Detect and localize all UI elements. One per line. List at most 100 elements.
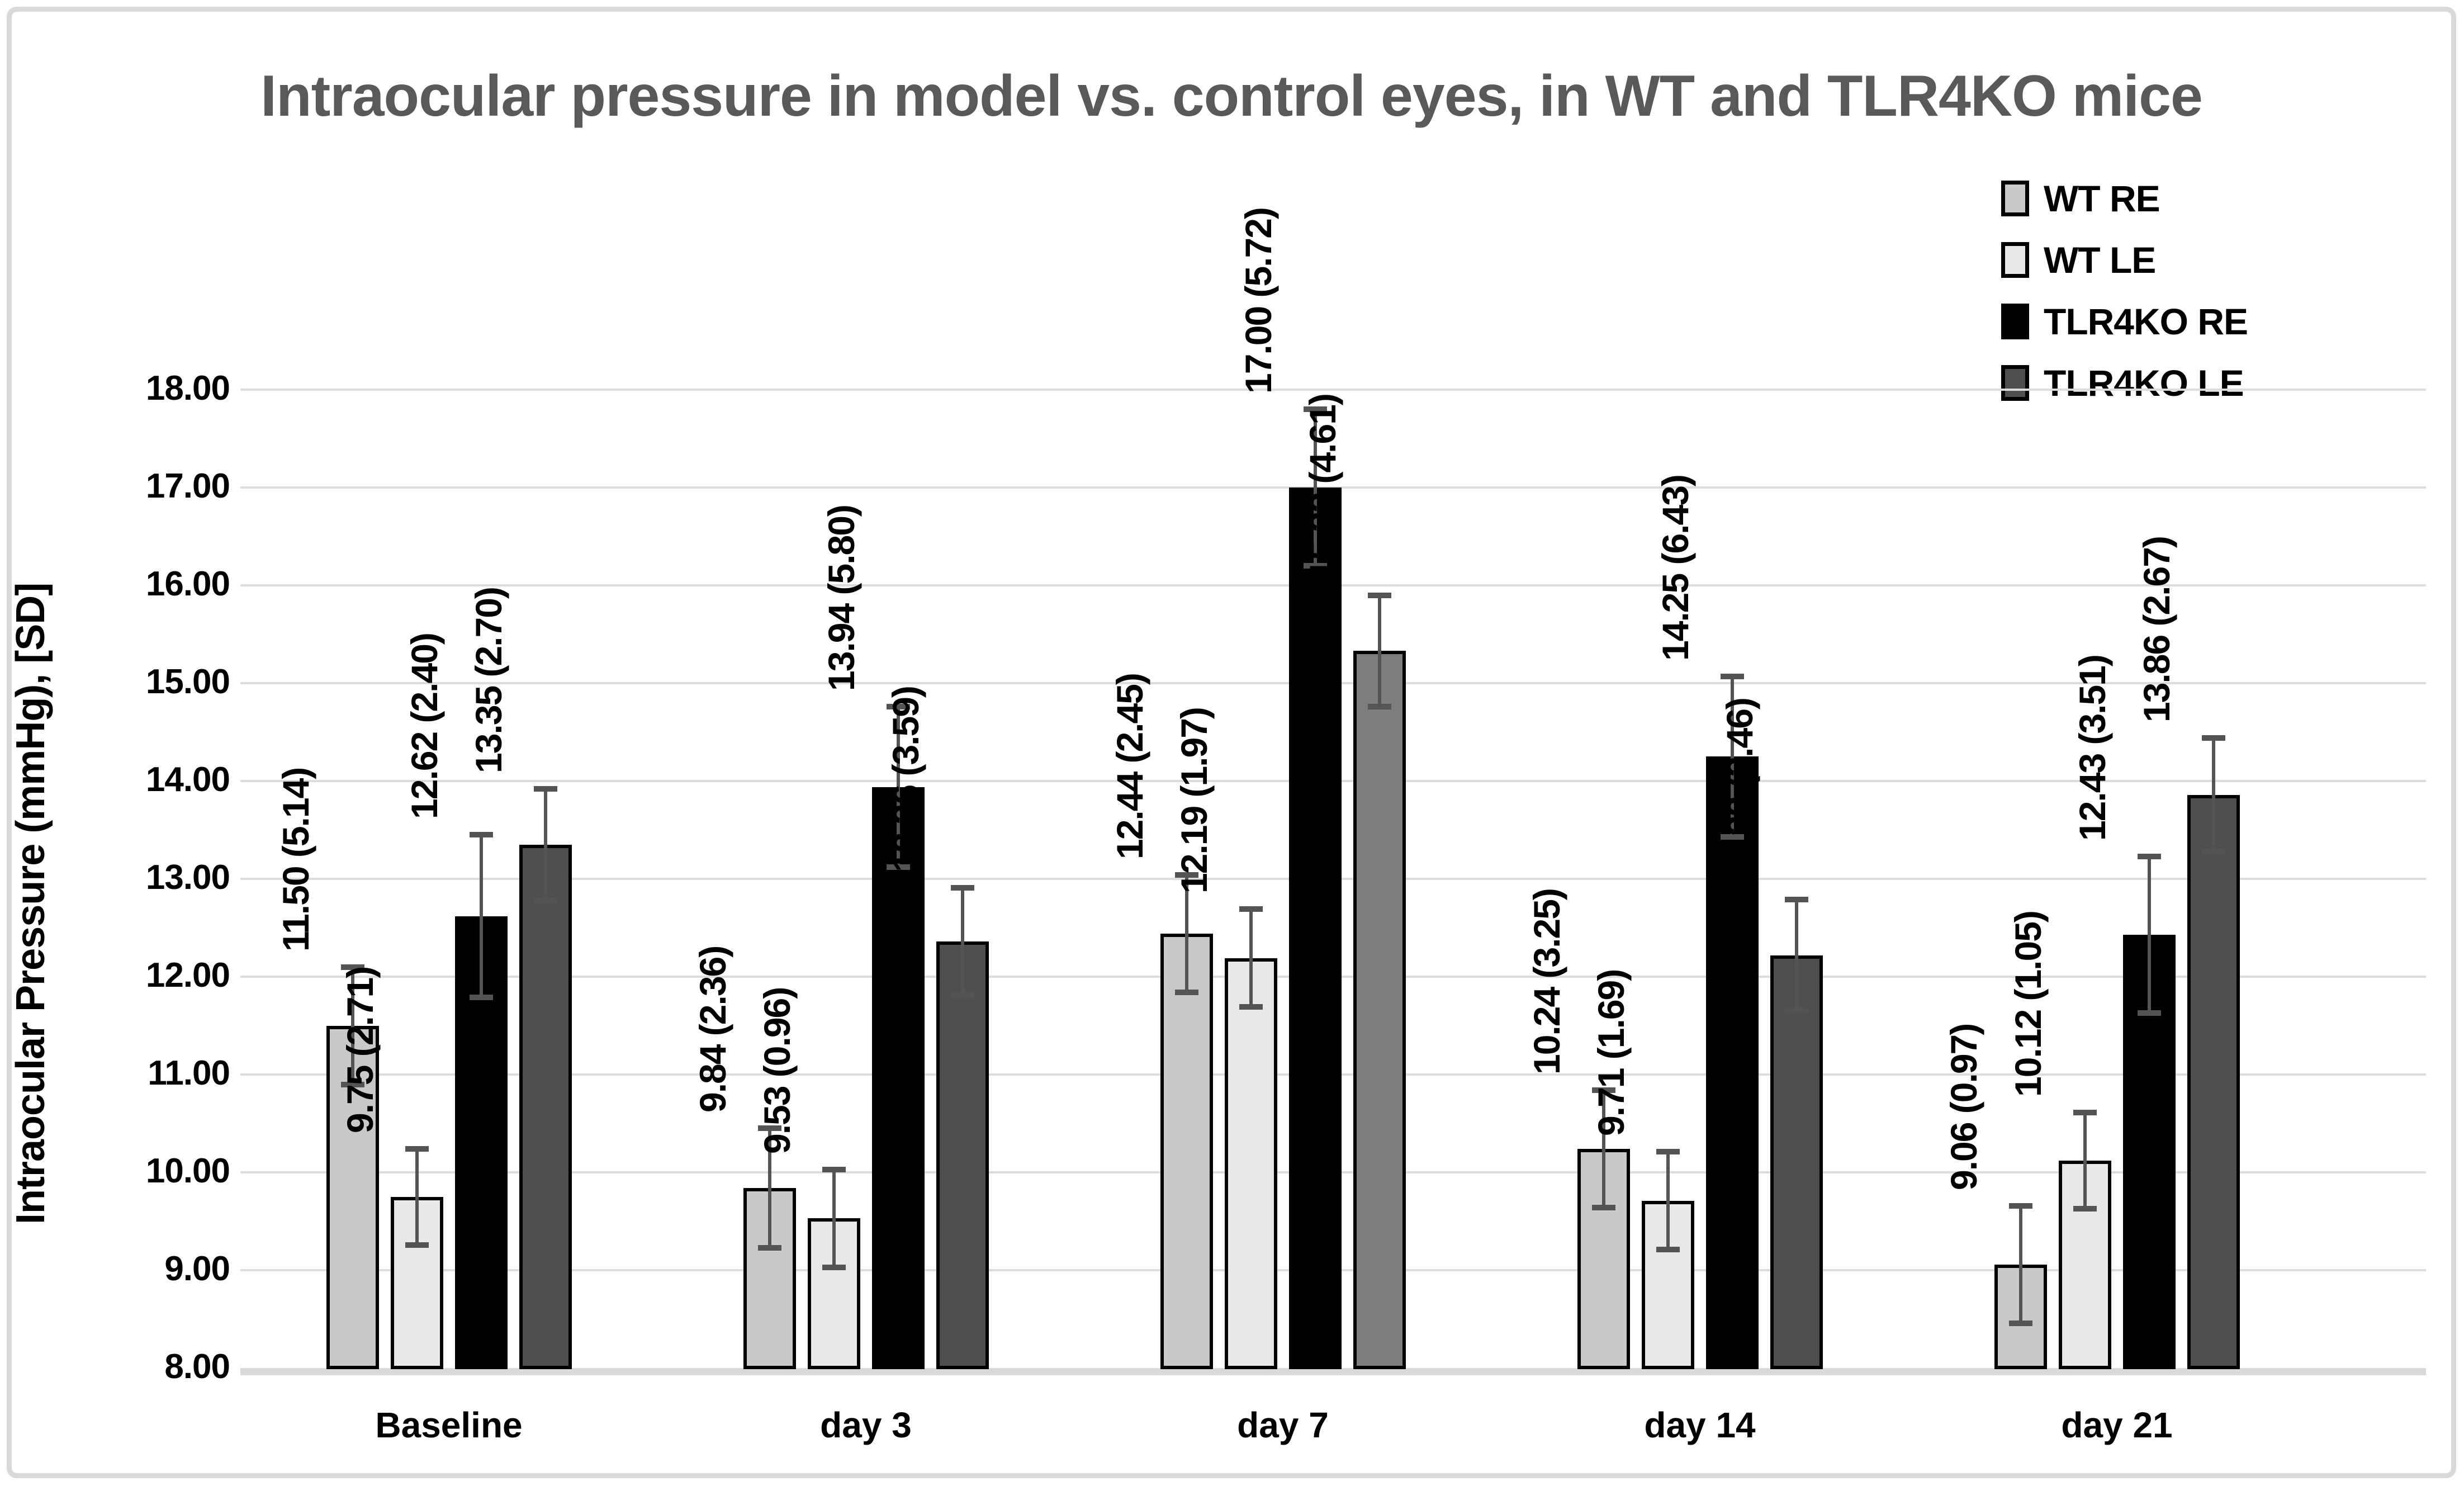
data-label: 17.00 (5.72) (1237, 208, 1279, 394)
y-tick-label: 11.00 (148, 1054, 230, 1092)
legend-item: WT LE (2001, 229, 2248, 291)
legend-item: TLR4KO RE (2001, 291, 2248, 352)
bar (1224, 958, 1277, 1369)
error-bar-cap-top (2008, 1203, 2032, 1209)
legend-label: TLR4KO LE (2044, 362, 2244, 404)
y-tick-label: 8.00 (164, 1347, 230, 1386)
bar (1770, 955, 1823, 1369)
x-category-label: day 7 (1237, 1405, 1329, 1445)
y-tick-label: 14.00 (145, 760, 230, 799)
error-bar-whisker (2147, 856, 2151, 1013)
x-axis-line (240, 1368, 2426, 1375)
y-tick-label: 10.00 (145, 1152, 230, 1190)
legend-swatch (2001, 181, 2029, 216)
error-bar-cap-bottom (2201, 849, 2225, 854)
error-bar-cap-bottom (1303, 563, 1327, 569)
data-label: 12.62 (2.40) (403, 633, 445, 820)
data-label: 10.12 (1.05) (2007, 911, 2049, 1097)
error-bar-cap-top (2137, 853, 2161, 859)
data-label: 11.50 (5.14) (274, 768, 316, 952)
bar (1705, 756, 1759, 1369)
error-bar-cap-top (1591, 1087, 1615, 1093)
data-label: 13.86 (2.67) (2135, 537, 2177, 722)
data-label: 10.24 (3.25) (1525, 889, 1567, 1075)
error-bar-cap-bottom (886, 864, 910, 870)
error-bar-whisker (1313, 409, 1317, 566)
data-label: 12.22 (3.46) (1718, 698, 1760, 884)
error-bar-whisker (479, 835, 483, 997)
y-tick-label: 9.00 (164, 1250, 230, 1288)
error-bar-whisker (1377, 595, 1381, 707)
error-bar-cap-bottom (2073, 1205, 2097, 1211)
error-bar-whisker (960, 887, 964, 996)
legend-item: TLR4KO LE (2001, 352, 2248, 414)
error-bar-whisker (543, 789, 547, 901)
bar (936, 941, 989, 1369)
error-bar-cap-bottom (822, 1264, 846, 1270)
bar (871, 787, 925, 1369)
error-bar-cap-bottom (1591, 1205, 1615, 1210)
bar (1353, 651, 1406, 1369)
error-bar-cap-top (950, 884, 974, 891)
data-label: 9.53 (0.96) (756, 987, 798, 1154)
error-bar-cap-bottom (1720, 834, 1744, 840)
data-label: 9.71 (1.69) (1590, 970, 1632, 1137)
legend: WT RE WT LE TLR4KO RE TLR4KO LE (2001, 168, 2248, 414)
error-bar-cap-top (886, 704, 910, 709)
bar (1160, 934, 1213, 1369)
error-bar-whisker (832, 1169, 836, 1267)
legend-swatch (2001, 365, 2029, 401)
error-bar-cap-top (2073, 1110, 2097, 1116)
bar (2187, 794, 2240, 1369)
error-bar-cap-top (822, 1166, 846, 1172)
error-bar-cap-top (1174, 872, 1198, 878)
error-bar-cap-bottom (1784, 1008, 1808, 1014)
data-label: 13.94 (5.80) (820, 505, 862, 691)
error-bar-whisker (1794, 899, 1798, 1011)
error-bar-whisker (1249, 909, 1253, 1007)
error-bar-cap-bottom (1239, 1004, 1263, 1010)
error-bar-cap-bottom (340, 1081, 364, 1087)
y-tick-label: 13.00 (145, 858, 230, 897)
error-bar-cap-top (405, 1146, 429, 1152)
error-bar-cap-bottom (533, 897, 557, 903)
legend-item: WT RE (2001, 168, 2248, 229)
error-bar-whisker (1601, 1090, 1605, 1208)
error-bar-whisker (2018, 1205, 2022, 1323)
error-bar-cap-top (1720, 673, 1744, 679)
bar (1288, 488, 1342, 1369)
error-bar-cap-bottom (1656, 1247, 1680, 1253)
error-bar-cap-top (1367, 592, 1391, 598)
y-axis-title: Intraocular Pressure (mmHg), [SD] (8, 583, 53, 1224)
error-bar-whisker (2083, 1113, 2087, 1209)
figure-frame: Intraocular pressure in model vs. contro… (7, 7, 2456, 1478)
data-label: 15.33 (4.61) (1301, 394, 1343, 580)
chart-title: Intraocular pressure in model vs. contro… (260, 64, 2203, 129)
y-tick-label: 12.00 (145, 956, 230, 995)
error-bar-cap-bottom (1367, 704, 1391, 709)
data-label: 12.36 (3.59) (884, 686, 926, 872)
legend-swatch (2001, 304, 2029, 339)
error-bar-cap-bottom (469, 994, 493, 1000)
error-bar-cap-top (1303, 406, 1327, 412)
error-bar-cap-bottom (405, 1242, 429, 1248)
error-bar-cap-bottom (2008, 1320, 2032, 1326)
error-bar-cap-bottom (950, 992, 974, 998)
data-label: 9.06 (0.97) (1942, 1024, 1984, 1190)
error-bar-cap-top (2201, 735, 2225, 741)
legend-label: WT RE (2044, 178, 2160, 219)
error-bar-cap-top (340, 964, 364, 970)
data-label: 12.44 (2.45) (1108, 674, 1150, 859)
error-bar-whisker (767, 1128, 771, 1248)
y-tick-label: 16.00 (145, 565, 230, 603)
error-bar-whisker (1730, 676, 1734, 837)
legend-swatch (2001, 242, 2029, 278)
error-bar-cap-top (757, 1125, 781, 1132)
error-bar-whisker (1184, 875, 1188, 992)
y-tick-label: 17.00 (145, 467, 230, 505)
data-label: 14.25 (6.43) (1654, 475, 1696, 661)
x-category-label: day 3 (820, 1405, 912, 1445)
y-tick-label: 18.00 (145, 369, 230, 408)
error-bar-whisker (1666, 1152, 1670, 1250)
error-bar-cap-bottom (1174, 990, 1198, 995)
